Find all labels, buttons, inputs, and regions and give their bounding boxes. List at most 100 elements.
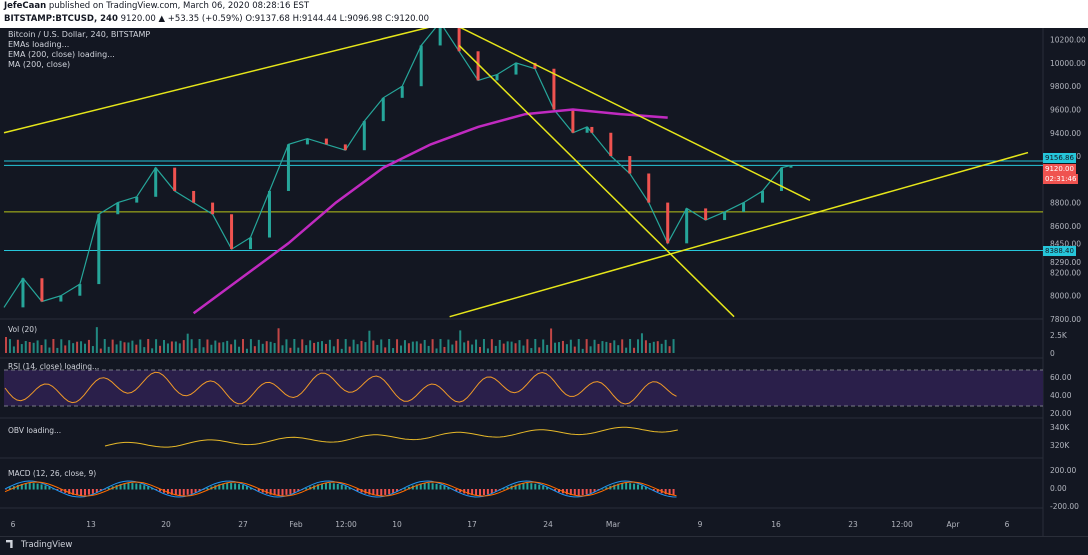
- footer-bar: TradingView: [0, 536, 1088, 555]
- macd-hist-bar: [530, 483, 533, 490]
- volume-bar: [388, 339, 391, 353]
- macd-hist-bar: [297, 489, 300, 492]
- volume-bar: [111, 339, 114, 353]
- volume-bar: [289, 347, 292, 353]
- candle-bar: [192, 190, 196, 203]
- volume-bar: [360, 340, 363, 353]
- macd-hist-bar: [569, 489, 572, 496]
- candle-bar: [97, 214, 101, 285]
- volume-bar: [403, 340, 406, 353]
- macd-hist-bar: [502, 488, 505, 490]
- trendline: [449, 151, 1029, 318]
- candle-bar: [685, 208, 689, 244]
- rsi-tick-label: 40.00: [1050, 391, 1072, 400]
- macd-hist-bar: [182, 489, 185, 496]
- macd-hist-bar: [644, 486, 647, 490]
- macd-hist-bar: [28, 483, 31, 490]
- macd-hist-bar: [467, 489, 470, 495]
- x-tick-label: 6: [1005, 520, 1010, 529]
- ma200-line: [192, 108, 668, 315]
- macd-hist-bar: [8, 487, 11, 490]
- candle-bar: [21, 278, 25, 308]
- legend-ma200[interactable]: MA (200, close): [8, 60, 71, 69]
- volume-bar: [668, 346, 671, 353]
- vol-tick-label: 2.5K: [1050, 331, 1068, 340]
- volume-bar: [664, 339, 667, 353]
- volume-bar: [407, 343, 410, 353]
- macd-hist-bar: [84, 489, 86, 496]
- volume-bar: [400, 345, 402, 353]
- candle-bar: [514, 62, 518, 75]
- volume-bar: [609, 342, 612, 353]
- x-tick-label: 16: [771, 520, 781, 529]
- y-tick-label: 9600.00: [1050, 105, 1081, 114]
- macd-hist-bar: [479, 489, 481, 496]
- macd-hist-bar: [269, 489, 272, 495]
- vol-pane-label[interactable]: Vol (20): [8, 325, 38, 334]
- volume-bar: [585, 339, 588, 353]
- y-tick-label: 8600.00: [1050, 222, 1081, 231]
- macd-line: [4, 480, 677, 498]
- macd-hist-bar: [656, 489, 659, 492]
- volume-bar: [166, 343, 169, 353]
- volume-bar: [87, 339, 90, 353]
- symbol-label[interactable]: BITSTAMP:BTCUSD, 240: [4, 14, 118, 24]
- macd-hist-bar: [147, 486, 150, 490]
- trendline: [3, 28, 430, 134]
- rsi-pane-label[interactable]: RSI (14, close) loading...: [8, 362, 100, 371]
- macd-hist-bar: [305, 488, 308, 490]
- candle-bar: [230, 214, 234, 250]
- volume-bar: [597, 343, 600, 353]
- macd-hist-bar: [48, 486, 51, 490]
- chart-canvas[interactable]: 10200.0010000.009800.009600.009400.00920…: [0, 28, 1088, 536]
- macd-hist-bar: [317, 484, 320, 490]
- candle-bar: [742, 202, 746, 212]
- macd-hist-bar: [573, 489, 576, 496]
- macd-hist-bar: [56, 489, 59, 491]
- macd-hist-bar: [356, 489, 359, 492]
- volume-bar: [633, 347, 636, 353]
- candle-bar: [647, 173, 651, 203]
- volume-bar: [182, 340, 185, 353]
- macd-hist-bar: [332, 483, 335, 490]
- macd-pane-label[interactable]: MACD (12, 26, close, 9): [8, 469, 97, 478]
- volume-bar: [459, 330, 462, 353]
- volume-bar: [340, 348, 343, 353]
- obv-pane-label[interactable]: OBV loading...: [8, 426, 62, 435]
- volume-bar: [202, 347, 205, 353]
- chart-legend: Bitcoin / U.S. Dollar, 240, BITSTAMP EMA…: [8, 30, 150, 70]
- author-name[interactable]: JefeCaan: [4, 1, 47, 11]
- volume-bar: [48, 347, 51, 353]
- macd-hist-bar: [439, 484, 442, 490]
- macd-hist-bar: [135, 483, 138, 490]
- candle-bar: [533, 62, 537, 69]
- legend-ema200[interactable]: EMA (200, close) loading...: [8, 50, 115, 59]
- volume-bar: [84, 343, 86, 353]
- macd-hist-bar: [471, 489, 474, 496]
- macd-hist-bar: [455, 489, 458, 491]
- x-tick-label: Feb: [289, 520, 303, 529]
- macd-hist-bar: [328, 483, 331, 490]
- legend-emas[interactable]: EMAs loading...: [8, 40, 70, 49]
- volume-bar: [56, 347, 59, 353]
- macd-hist-bar: [324, 483, 327, 490]
- tradingview-logo[interactable]: TradingView: [6, 540, 72, 550]
- volume-bar: [309, 340, 312, 353]
- volume-bar: [147, 339, 150, 353]
- macd-hist-bar: [143, 485, 146, 490]
- macd-hist-bar: [293, 489, 296, 493]
- volume-bar: [380, 339, 383, 353]
- macd-hist-bar: [482, 489, 485, 496]
- volume-bar: [186, 333, 189, 353]
- candle-bar: [476, 51, 480, 81]
- legend-title[interactable]: Bitcoin / U.S. Dollar, 240, BITSTAMP: [8, 30, 151, 39]
- volume-bar: [178, 343, 181, 353]
- volume-bar: [558, 342, 560, 353]
- volume-bar: [218, 342, 221, 353]
- macd-hist-bar: [368, 489, 371, 495]
- volume-bar: [281, 345, 284, 353]
- candle-bar: [552, 68, 556, 110]
- macd-hist-bar: [419, 483, 422, 490]
- volume-bar: [230, 344, 233, 353]
- volume-bar: [356, 344, 359, 353]
